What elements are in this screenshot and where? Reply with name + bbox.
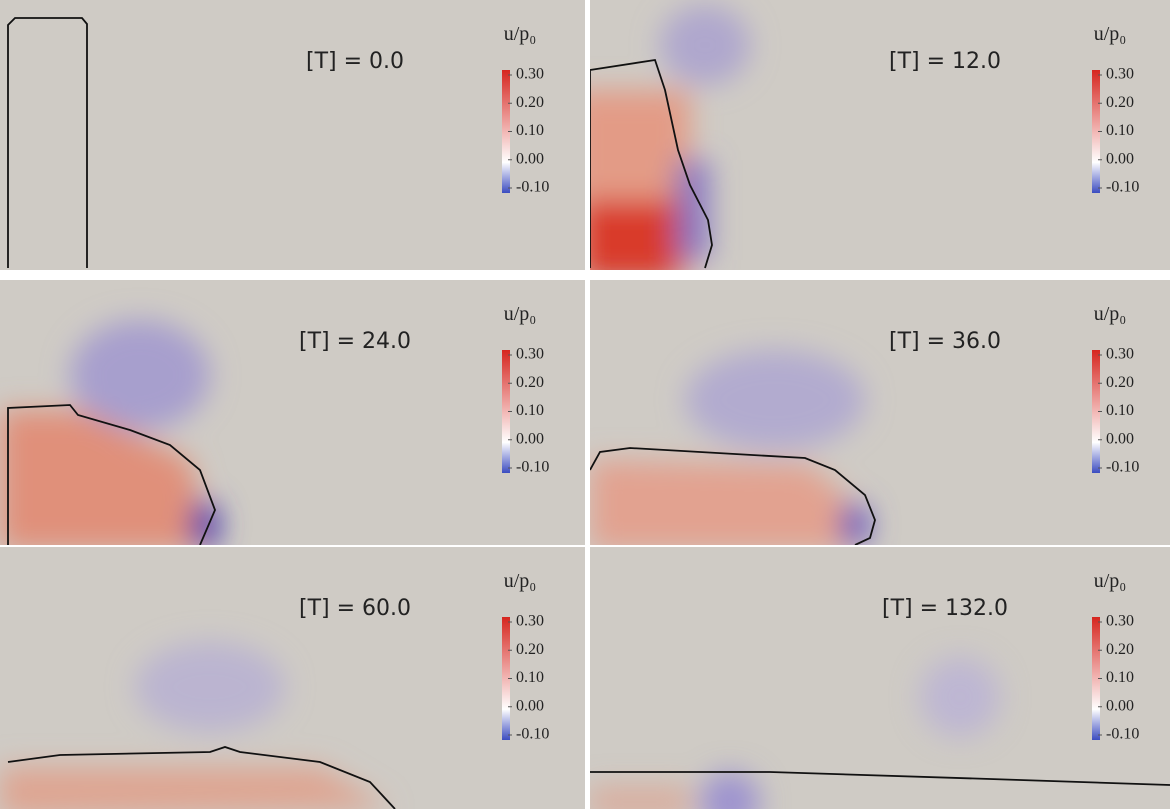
panel: [T] = 24.0 u/p₀ 0.30 0.20 0.10 0.00 -0.10	[0, 280, 585, 545]
colorbar	[1092, 70, 1100, 193]
colorbar-label: u/p₀	[1094, 303, 1127, 325]
colorbar-label: u/p₀	[1094, 570, 1127, 592]
colorbar-label: u/p₀	[504, 303, 537, 325]
field	[0, 642, 390, 809]
colorbar-tick-label: -0.10	[516, 459, 549, 476]
colorbar	[502, 617, 510, 740]
colorbar-tick-label: 0.00	[1106, 150, 1134, 167]
colorbar-tick-label: 0.00	[516, 150, 544, 167]
colorbar-tick-label: 0.10	[516, 669, 544, 686]
colorbar-tick-label: 0.20	[516, 94, 544, 111]
colorbar-tick-label: 0.00	[516, 697, 544, 714]
colorbar-tick-label: 0.10	[516, 122, 544, 139]
colorbar-label: u/p₀	[504, 570, 537, 592]
colorbar	[502, 70, 510, 193]
time-label: [T] = 60.0	[299, 596, 411, 621]
colorbar-label: u/p₀	[504, 23, 537, 45]
colorbar-tick-label: 0.20	[516, 374, 544, 391]
panel: [T] = 12.0 u/p₀ 0.30 0.20 0.10 0.00 -0.10	[590, 0, 1170, 270]
time-label: [T] = 12.0	[889, 49, 1001, 74]
field	[0, 320, 220, 545]
colorbar-tick-label: 0.20	[1106, 94, 1134, 111]
colorbar-label: u/p₀	[1094, 23, 1127, 45]
colorbar-tick-label: -0.10	[516, 179, 549, 196]
colorbar-tick-label: 0.10	[516, 402, 544, 419]
colorbar-tick-label: -0.10	[1106, 459, 1139, 476]
colorbar-tick-label: 0.20	[516, 641, 544, 658]
colorbar-tick-label: 0.30	[516, 613, 544, 630]
colorbar-tick-label: 0.00	[516, 430, 544, 447]
colorbar-tick-label: 0.00	[1106, 430, 1134, 447]
panel: [T] = 0.0 u/p₀ 0.30 0.20 0.10 0.00 -0.10	[0, 0, 585, 270]
colorbar-tick-label: 0.20	[1106, 374, 1134, 391]
field	[590, 5, 750, 270]
panel: [T] = 60.0 u/p₀ 0.30 0.20 0.10 0.00 -0.10	[0, 547, 585, 809]
colorbar	[1092, 350, 1100, 473]
colorbar-tick-label: -0.10	[516, 726, 549, 743]
outline	[590, 771, 1170, 786]
outline	[7, 404, 216, 545]
time-label: [T] = 36.0	[889, 329, 1001, 354]
time-label: [T] = 24.0	[299, 329, 411, 354]
time-label: [T] = 0.0	[306, 49, 404, 74]
colorbar-tick-label: 0.30	[516, 66, 544, 83]
panel: [T] = 132.0 u/p₀ 0.30 0.20 0.10 0.00 -0.10	[590, 547, 1170, 809]
outline	[590, 447, 876, 545]
colorbar-tick-label: 0.10	[1106, 402, 1134, 419]
colorbar-tick-label: 0.00	[1106, 697, 1134, 714]
outline	[7, 17, 88, 268]
outline	[7, 746, 396, 809]
time-label: [T] = 132.0	[882, 596, 1008, 621]
colorbar-tick-label: 0.30	[1106, 66, 1134, 83]
colorbar-tick-label: 0.10	[1106, 122, 1134, 139]
outline	[590, 58, 713, 269]
colorbar-tick-label: 0.30	[1106, 613, 1134, 630]
colorbar-tick-label: -0.10	[1106, 179, 1139, 196]
colorbar-tick-label: 0.20	[1106, 641, 1134, 658]
colorbar	[502, 350, 510, 473]
colorbar-tick-label: -0.10	[1106, 726, 1139, 743]
colorbar	[1092, 617, 1100, 740]
colorbar-tick-label: 0.10	[1106, 669, 1134, 686]
field	[590, 657, 1000, 809]
panel: [T] = 36.0 u/p₀ 0.30 0.20 0.10 0.00 -0.10	[590, 280, 1170, 545]
field	[590, 350, 870, 545]
colorbar-tick-label: 0.30	[516, 346, 544, 363]
colorbar-tick-label: 0.30	[1106, 346, 1134, 363]
